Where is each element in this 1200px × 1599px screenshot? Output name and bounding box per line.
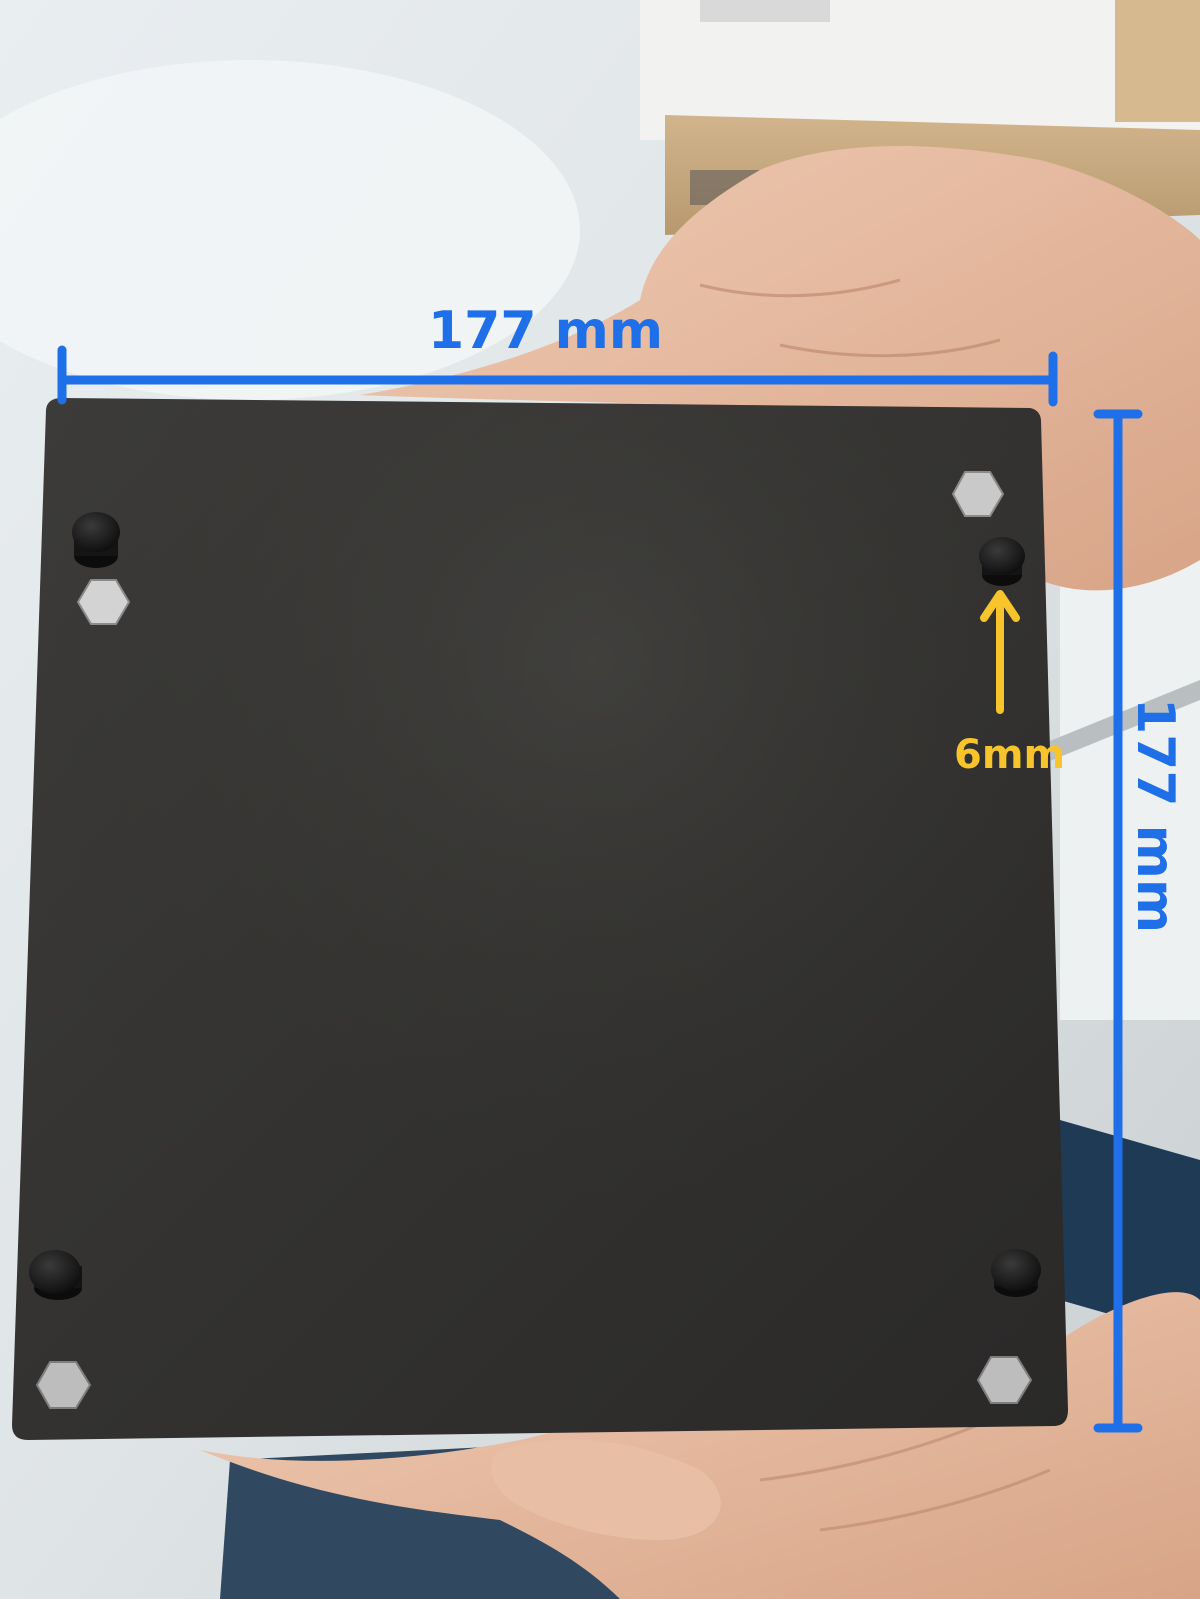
hex-pad-bottom-right	[976, 1356, 1033, 1404]
hex-pad-top-right	[951, 471, 1005, 517]
height-dimension: 177 mm	[1093, 409, 1185, 1433]
hex-pad-bottom-left	[35, 1361, 92, 1409]
foot-height-annotation: 6mm	[954, 590, 1065, 778]
rubber-foot-top-left	[72, 512, 120, 568]
rubber-foot-top-right	[979, 537, 1025, 586]
upper-hand-crease	[699, 278, 1001, 358]
height-label: 177 mm	[1125, 698, 1185, 933]
background-blur	[0, 60, 580, 400]
width-dimension: 177 mm	[57, 301, 1058, 407]
width-label: 177 mm	[428, 301, 663, 361]
lower-hand	[200, 1292, 1200, 1599]
foot-height-label: 6mm	[954, 732, 1065, 778]
rubber-foot-bottom-right	[991, 1249, 1041, 1297]
hex-pad-top-left	[76, 579, 131, 625]
lower-thumb	[491, 1439, 721, 1540]
background-window	[1060, 560, 1200, 1020]
metal-plate-sheen	[12, 398, 1068, 1440]
rubber-foot-bottom-left	[29, 1250, 82, 1300]
upper-hand	[360, 146, 1200, 591]
lower-hand-crease	[759, 1418, 1051, 1532]
lap-fabric-right	[1060, 1120, 1200, 1340]
